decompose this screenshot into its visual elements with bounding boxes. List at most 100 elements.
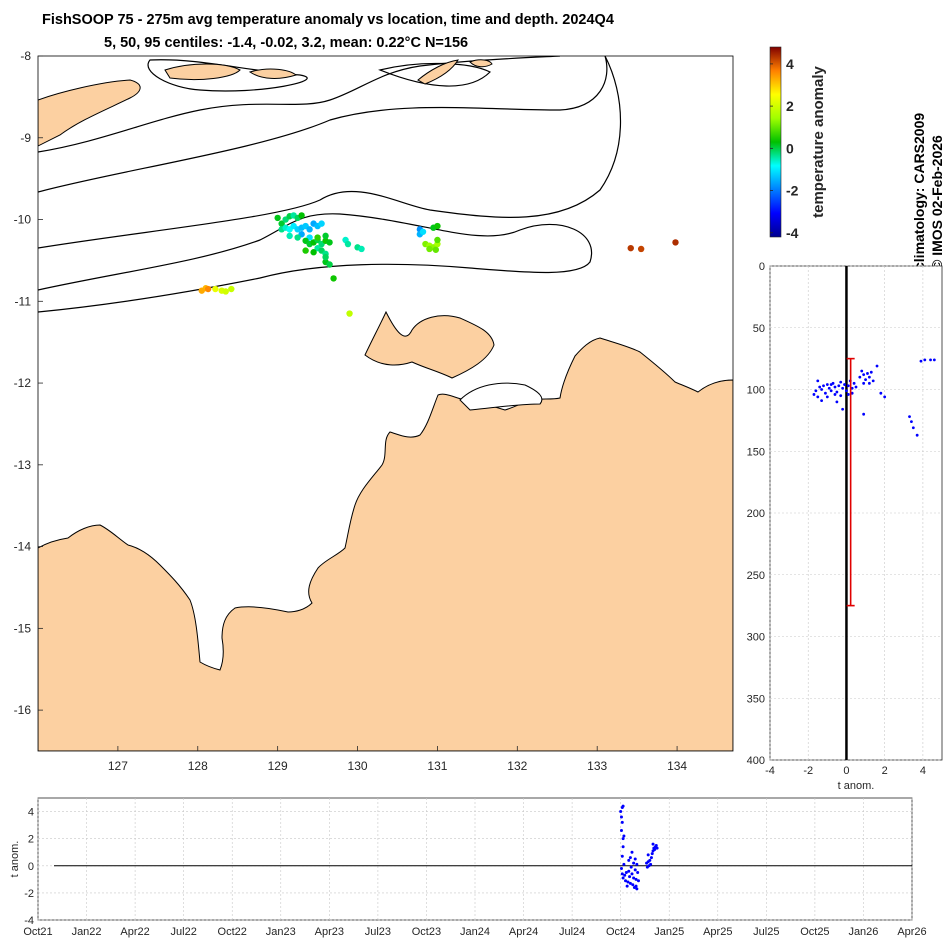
depth-profile-point	[862, 381, 866, 385]
depth-profile-point	[841, 386, 845, 390]
time-series-xtick-label: Jul22	[171, 926, 197, 938]
time-series-point	[649, 862, 653, 866]
depth-profile-point	[820, 399, 823, 403]
map-point	[222, 288, 229, 295]
map-ytick-label: -10	[14, 213, 32, 227]
map-point	[426, 245, 433, 253]
map-point	[434, 236, 441, 244]
time-series-point	[619, 810, 623, 814]
time-series-xtick-label: Oct25	[800, 926, 829, 938]
depth-profile-ytick-label: 50	[753, 323, 765, 335]
depth-profile-point	[862, 373, 866, 377]
depth-profile-point	[818, 385, 822, 389]
time-series-point	[626, 880, 630, 884]
map-xtick-label: 128	[188, 759, 208, 773]
time-series-xtick-label: Jan25	[654, 926, 684, 938]
time-series-point	[621, 876, 625, 880]
time-series-point	[630, 872, 634, 876]
map-xtick-label: 133	[587, 759, 607, 773]
time-series-xtick-label: Apr25	[703, 926, 732, 938]
map-ytick-label: -16	[14, 703, 32, 717]
map-point	[434, 222, 441, 230]
depth-profile-point	[869, 370, 873, 374]
map-point	[298, 212, 305, 219]
time-series-point	[633, 857, 637, 861]
depth-profile-point	[910, 420, 913, 424]
time-series-point	[632, 876, 636, 880]
time-series-point	[619, 866, 623, 870]
map-ytick-label: -13	[14, 458, 32, 472]
depth-profile-ytick-label: 0	[759, 261, 765, 273]
depth-profile-ytick-label: 200	[747, 508, 765, 520]
depth-profile-point	[908, 415, 911, 419]
colorbar: 4 2 0 -2 -4 temperature anomaly	[769, 46, 827, 241]
colorbar-tick-label: 0	[786, 140, 794, 156]
colorbar-label: temperature anomaly	[810, 65, 827, 217]
depth-profile-point	[858, 375, 862, 379]
depth-profile-point	[850, 391, 854, 395]
depth-profile-point	[866, 372, 869, 375]
time-series-ytick-label: -2	[24, 888, 34, 900]
depth-profile-ytick-label: 350	[747, 693, 765, 705]
colorbar-tick-label: 4	[786, 56, 794, 72]
time-series-xtick-label: Apr22	[120, 926, 149, 938]
map-xtick-label: 134	[667, 759, 687, 773]
depth-profile-point	[824, 391, 827, 395]
time-series-point	[630, 850, 634, 854]
depth-profile-point	[839, 380, 843, 384]
depth-profile-point	[814, 389, 818, 393]
map-point	[198, 287, 205, 294]
depth-profile-point	[835, 390, 839, 394]
time-series-xtick-label: Oct24	[606, 926, 635, 938]
depth-profile-panel: 0 50 100 150 200 250 300 350 400-4 -2 0 2 4 t anom.	[747, 261, 943, 792]
depth-profile-point	[919, 359, 923, 363]
time-series-point	[628, 881, 632, 885]
time-series-point	[632, 861, 636, 865]
time-series-xtick-label: Jan26	[848, 926, 878, 938]
time-series-axes: Oct21 Jan22 Apr22 Jul22 Oct22 Jan23 Apr23 Jul23…	[23, 798, 927, 938]
depth-profile-xtick-label: -4	[765, 765, 775, 777]
map-ytick-label: -12	[14, 376, 32, 390]
time-series-point	[624, 879, 628, 883]
depth-profile-point	[854, 385, 858, 389]
time-series-point	[653, 848, 657, 852]
time-series-ytick-label: 0	[28, 861, 34, 873]
map-point	[306, 226, 313, 233]
depth-profile-point	[816, 379, 820, 383]
map-point	[322, 232, 329, 240]
colorbar-gradient	[769, 46, 782, 238]
depth-profile-point	[915, 433, 919, 437]
map-point	[318, 220, 325, 227]
map-xtick-label: 131	[427, 759, 447, 773]
time-series-point	[650, 852, 654, 856]
depth-profile-point	[864, 378, 867, 382]
depth-profile-ytick-label: 100	[747, 385, 765, 397]
map-ytick-label: -8	[20, 49, 31, 63]
depth-profile-point	[846, 384, 850, 388]
map-point	[344, 240, 352, 248]
time-series-point	[622, 862, 626, 866]
colorbar-tick-label: -4	[786, 225, 799, 241]
map-xtick-label: 129	[268, 759, 288, 773]
depth-profile-point	[923, 358, 927, 362]
depth-profile-xtick-label: 2	[882, 765, 888, 777]
time-series-ytick-label: -4	[24, 915, 34, 927]
depth-profile-point	[867, 375, 871, 379]
map-ytick-label: -15	[14, 621, 32, 635]
depth-profile-point	[929, 358, 932, 362]
chart-title-line1: FishSOOP 75 - 275m avg temperature anoma…	[42, 12, 614, 28]
map-point	[358, 245, 365, 253]
time-series-ytick-label: 4	[28, 807, 34, 819]
map-xtick-label: 127	[108, 759, 128, 773]
map-point	[672, 239, 679, 246]
map-point	[637, 245, 645, 253]
map-point	[314, 234, 321, 241]
time-series-point	[636, 879, 640, 883]
time-series-point	[651, 842, 655, 846]
time-series-point	[620, 854, 624, 858]
land-tiwi-islands	[364, 310, 495, 379]
map-axes: 127 128 129 130 131 132 133 134 -8 -9 -10 -11 -12 -13…	[14, 49, 688, 773]
time-series-point	[622, 834, 626, 838]
depth-profile-point	[932, 358, 936, 362]
